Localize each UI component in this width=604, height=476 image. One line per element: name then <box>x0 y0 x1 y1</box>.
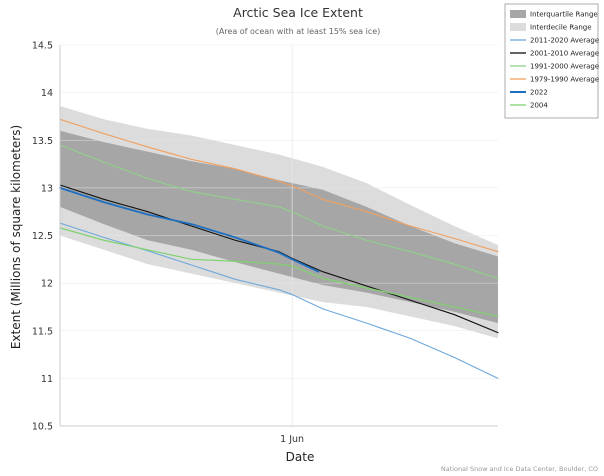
x-axis-title: Date <box>286 450 315 464</box>
series-line-2004 <box>59 227 499 318</box>
legend: Interquartile Range Interdecile Range 2011… <box>504 3 599 119</box>
legend-swatch-interdecile-range <box>510 23 526 31</box>
series-line-1991-2000-average <box>59 144 499 279</box>
chart-subtitle: (Area of ocean with at least 15% sea ice… <box>216 27 381 36</box>
legend-label-2022: 2022 <box>530 89 548 97</box>
legend-label-2001-2010-average: 2001-2010 Average <box>530 50 599 58</box>
y-tick-label: 11.5 <box>32 326 53 337</box>
chart-title: Arctic Sea Ice Extent <box>233 5 363 20</box>
legend-label-1991-2000-average: 1991-2000 Average <box>530 63 599 71</box>
y-axis-title: Extent (Millions of square kilometers) <box>9 125 23 349</box>
legend-label-interquartile-range: Interquartile Range <box>530 11 598 19</box>
y-tick-label: 14 <box>41 88 53 99</box>
legend-label-1979-1990-average: 1979-1990 Average <box>530 76 599 84</box>
y-tick-label: 12 <box>41 279 53 290</box>
y-tick-label: 11 <box>41 374 53 385</box>
series-lines <box>59 118 499 379</box>
grid-lines <box>60 44 498 427</box>
legend-box <box>504 3 599 119</box>
legend-label-2011-2020-average: 2011-2020 Average <box>530 37 599 45</box>
credit-text: National Snow and Ice Data Center, Bould… <box>441 465 598 473</box>
y-tick-label: 10.5 <box>32 422 53 433</box>
legend-swatch-interquartile-range <box>510 10 526 18</box>
y-tick-label: 13 <box>41 183 53 194</box>
series-line-1979-1990-average <box>59 118 499 253</box>
range-bands <box>60 105 498 339</box>
axes: 10.5 11 11.5 12 12.5 13 13.5 14 14.5 1 Jun <box>32 41 498 445</box>
legend-label-interdecile-range: Interdecile Range <box>530 24 592 32</box>
series-line-2022 <box>59 186 320 273</box>
y-tick-label: 12.5 <box>32 231 53 242</box>
band-interquartile-range <box>60 130 498 324</box>
legend-label-2004: 2004 <box>530 102 548 110</box>
y-tick-label: 13.5 <box>32 136 53 147</box>
y-tick-label: 14.5 <box>32 41 53 52</box>
x-tick-label: 1 Jun <box>280 434 304 445</box>
